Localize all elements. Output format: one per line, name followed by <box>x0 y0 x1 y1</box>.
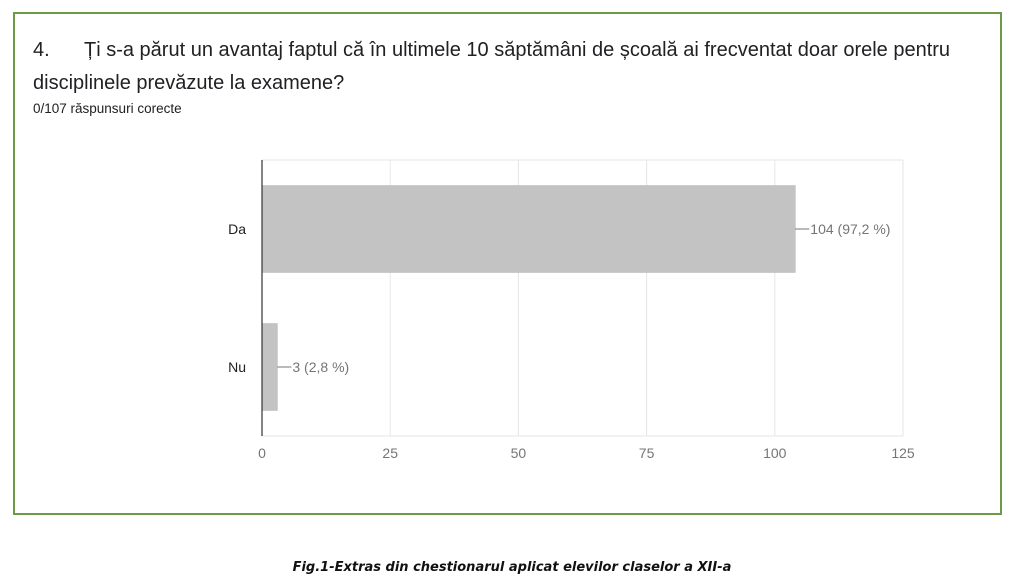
x-tick-label-50: 50 <box>511 445 527 461</box>
x-tick-label-75: 75 <box>639 445 655 461</box>
x-tick-label-25: 25 <box>382 445 398 461</box>
value-label-da: 104 (97,2 %) <box>810 221 890 237</box>
question-title: 4. Ți s-a părut un avantaj faptul că în u… <box>33 34 973 100</box>
score-summary: 0/107 răspunsuri corecte <box>33 101 182 116</box>
question-number: 4. <box>33 39 50 61</box>
x-tick-label-100: 100 <box>763 445 787 461</box>
x-tick-label-125: 125 <box>891 445 915 461</box>
value-label-nu: 3 (2,8 %) <box>292 359 349 375</box>
figure-caption: Fig.1-Extras din chestionarul aplicat el… <box>292 560 732 575</box>
category-label-nu: Nu <box>228 359 246 375</box>
bar-da <box>261 185 796 273</box>
bar-nu <box>261 323 278 411</box>
question-text: Ți s-a părut un avantaj faptul că în ult… <box>33 39 951 94</box>
x-tick-label-0: 0 <box>258 445 266 461</box>
category-label-da: Da <box>228 221 246 237</box>
